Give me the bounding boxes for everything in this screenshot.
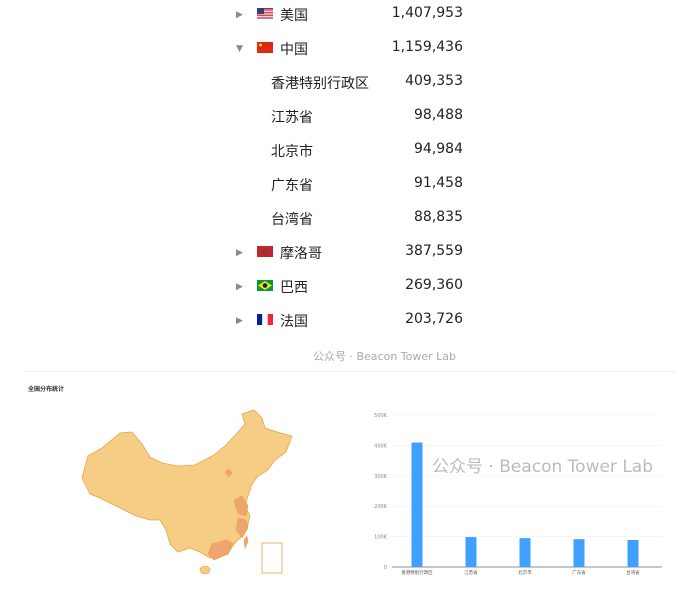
bar[interactable] bbox=[411, 442, 423, 567]
flag-icon bbox=[257, 314, 273, 325]
flag-icon bbox=[257, 42, 273, 53]
y-tick-label: 500K bbox=[374, 413, 388, 419]
y-tick-label: 400K bbox=[374, 443, 388, 449]
bar[interactable] bbox=[465, 537, 477, 567]
region-name: 香港特别行政区 bbox=[271, 76, 369, 92]
x-tick-label: 北京市 bbox=[518, 569, 532, 576]
region-name: 台湾省 bbox=[271, 212, 313, 228]
caret-right-icon[interactable]: ▶ bbox=[236, 316, 243, 326]
x-tick-label: 广东省 bbox=[572, 569, 586, 576]
region-row[interactable]: 江苏省 98,488 bbox=[230, 104, 470, 138]
flag-icon bbox=[257, 246, 273, 257]
region-value: 91,458 bbox=[414, 175, 463, 191]
map-title: 全国分布统计 bbox=[28, 386, 65, 393]
watermark: 公众号 · Beacon Tower Lab bbox=[313, 350, 457, 363]
country-row[interactable]: ▶ 巴西 269,360 bbox=[230, 274, 470, 308]
y-tick-label: 300K bbox=[374, 474, 388, 480]
region-value: 94,984 bbox=[414, 141, 463, 157]
region-name: 北京市 bbox=[271, 144, 313, 160]
country-row[interactable]: ▶ 摩洛哥 387,559 bbox=[230, 240, 470, 274]
country-name: 中国 bbox=[280, 42, 308, 58]
country-value: 1,159,436 bbox=[391, 39, 463, 55]
region-value: 409,353 bbox=[405, 73, 463, 89]
region-name: 广东省 bbox=[271, 178, 313, 194]
caret-down-icon[interactable]: ▼ bbox=[236, 44, 243, 54]
y-tick-label: 100K bbox=[374, 535, 388, 541]
country-value: 1,407,953 bbox=[391, 5, 463, 21]
x-tick-label: 江苏省 bbox=[464, 569, 478, 576]
region-row[interactable]: 北京市 94,984 bbox=[230, 138, 470, 172]
map-region-jiangsu[interactable] bbox=[233, 495, 249, 517]
caret-right-icon[interactable]: ▶ bbox=[236, 282, 243, 292]
country-row[interactable]: ▼ 中国 1,159,436 bbox=[230, 36, 470, 70]
chart-watermark: 公众号 · Beacon Tower Lab bbox=[432, 457, 654, 477]
region-row[interactable]: 香港特别行政区 409,353 bbox=[230, 70, 470, 104]
flag-icon bbox=[257, 280, 273, 291]
country-value: 387,559 bbox=[405, 243, 463, 259]
y-tick-label: 200K bbox=[374, 504, 388, 510]
map-china[interactable] bbox=[81, 409, 293, 559]
bar[interactable] bbox=[519, 538, 531, 567]
region-row[interactable]: 广东省 91,458 bbox=[230, 172, 470, 206]
flag-icon bbox=[257, 8, 273, 19]
map-region-zhejiang[interactable] bbox=[235, 517, 249, 539]
bar[interactable] bbox=[573, 539, 585, 567]
region-value: 98,488 bbox=[414, 107, 463, 123]
x-tick-label: 台湾省 bbox=[626, 569, 640, 576]
country-name: 法国 bbox=[280, 314, 308, 330]
country-name: 巴西 bbox=[280, 280, 308, 296]
country-name: 摩洛哥 bbox=[280, 246, 322, 262]
caret-right-icon[interactable]: ▶ bbox=[236, 10, 243, 20]
bar[interactable] bbox=[627, 539, 639, 567]
country-value: 203,726 bbox=[405, 311, 463, 327]
country-value: 269,360 bbox=[405, 277, 463, 293]
map-region-taiwan[interactable] bbox=[243, 535, 249, 550]
region-row[interactable]: 台湾省 88,835 bbox=[230, 206, 470, 240]
map-region-guangdong[interactable] bbox=[207, 539, 235, 561]
country-row[interactable]: ▶ 法国 203,726 bbox=[230, 308, 470, 342]
country-row[interactable]: ▶ 美国 1,407,953 bbox=[230, 2, 470, 36]
caret-right-icon[interactable]: ▶ bbox=[236, 248, 243, 258]
map-region-beijing[interactable] bbox=[224, 468, 233, 478]
divider bbox=[24, 371, 676, 372]
y-tick-label: 0 bbox=[384, 565, 387, 571]
x-tick-label: 香港特别行政区 bbox=[401, 569, 433, 576]
map-region-hainan[interactable] bbox=[199, 565, 211, 575]
south-china-sea-inset bbox=[261, 542, 283, 574]
region-name: 江苏省 bbox=[271, 110, 313, 126]
region-value: 88,835 bbox=[414, 209, 463, 225]
bar-chart: 0 100K 200K 300K 400K 500K 香港特别行政区 江苏省 北京市 广东省 台湾省 bbox=[374, 413, 662, 576]
country-name: 美国 bbox=[280, 8, 308, 24]
